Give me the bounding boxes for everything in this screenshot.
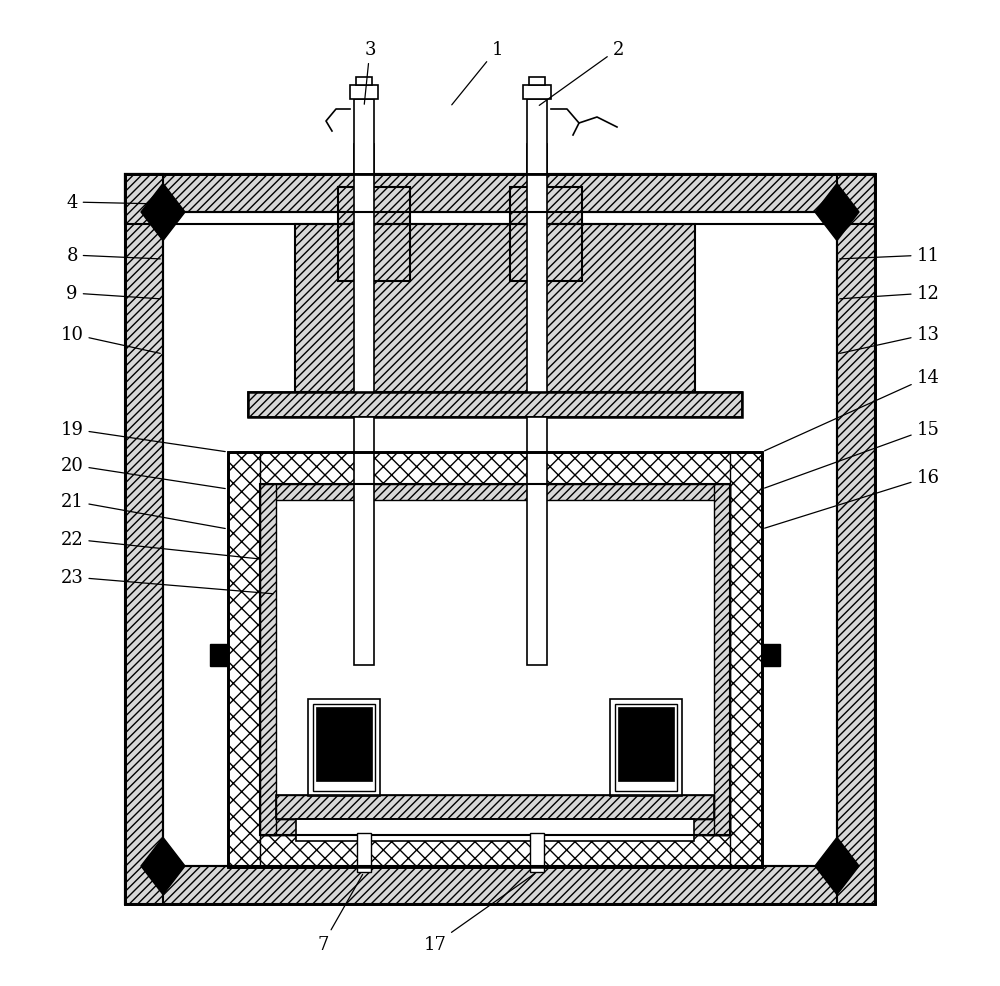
Bar (248, 392, 742, 418)
Bar (228, 453, 762, 867)
Bar (228, 453, 762, 484)
Text: 20: 20 (61, 457, 225, 489)
Bar (350, 86, 378, 100)
Text: 21: 21 (61, 492, 225, 528)
Bar (228, 453, 762, 867)
Polygon shape (141, 837, 185, 866)
Text: 10: 10 (61, 325, 160, 354)
Bar (714, 484, 730, 835)
Bar (356, 78, 372, 86)
Bar (260, 484, 730, 835)
Bar (618, 707, 674, 781)
Bar (837, 175, 875, 904)
Text: 1: 1 (452, 41, 503, 106)
Bar (260, 484, 730, 501)
Bar (338, 187, 410, 282)
Text: 8: 8 (66, 246, 160, 264)
Bar (228, 453, 260, 867)
Text: 17: 17 (424, 874, 535, 953)
Polygon shape (815, 213, 859, 242)
Bar (276, 795, 714, 819)
Bar (510, 187, 582, 282)
Bar (730, 453, 762, 867)
Bar (357, 833, 371, 872)
Bar (313, 704, 375, 791)
Text: 23: 23 (61, 568, 273, 595)
Bar (125, 175, 875, 225)
Bar (276, 795, 714, 819)
Bar (125, 175, 875, 904)
Bar (228, 835, 762, 867)
Text: 19: 19 (61, 421, 225, 453)
Bar (125, 866, 875, 904)
Text: 7: 7 (317, 875, 363, 953)
Text: 16: 16 (765, 468, 940, 528)
Text: 11: 11 (840, 246, 940, 264)
Bar (125, 175, 875, 904)
Text: 2: 2 (539, 41, 624, 106)
Polygon shape (815, 837, 859, 866)
Text: 9: 9 (66, 285, 160, 303)
Polygon shape (141, 184, 185, 213)
Bar (248, 392, 742, 418)
Bar (260, 819, 730, 835)
Text: 4: 4 (66, 194, 160, 212)
Bar (354, 145, 374, 392)
Bar (610, 699, 682, 796)
Bar (296, 819, 694, 841)
Text: 22: 22 (61, 530, 257, 559)
Text: 15: 15 (765, 421, 939, 488)
Bar (354, 418, 374, 666)
Text: 13: 13 (840, 325, 940, 354)
Bar (510, 187, 582, 282)
Bar (523, 86, 551, 100)
Polygon shape (815, 184, 859, 213)
Bar (125, 175, 163, 904)
Text: 14: 14 (765, 369, 939, 452)
Bar (527, 100, 547, 175)
Text: 3: 3 (364, 41, 376, 106)
Bar (527, 418, 547, 666)
Bar (316, 707, 372, 781)
Polygon shape (815, 866, 859, 894)
Bar (308, 699, 380, 796)
Bar (354, 100, 374, 175)
Bar (529, 78, 545, 86)
Bar (210, 644, 228, 667)
Bar (527, 145, 547, 392)
Bar (615, 704, 677, 791)
Bar (125, 175, 875, 213)
Text: 12: 12 (840, 285, 939, 303)
Bar (163, 213, 837, 866)
Bar (260, 484, 276, 835)
Polygon shape (141, 213, 185, 242)
Polygon shape (141, 866, 185, 894)
Bar (295, 225, 695, 392)
Bar (276, 501, 714, 819)
Bar (163, 213, 837, 866)
Bar (295, 225, 695, 392)
Bar (530, 833, 544, 872)
Bar (338, 187, 410, 282)
Bar (762, 644, 780, 667)
